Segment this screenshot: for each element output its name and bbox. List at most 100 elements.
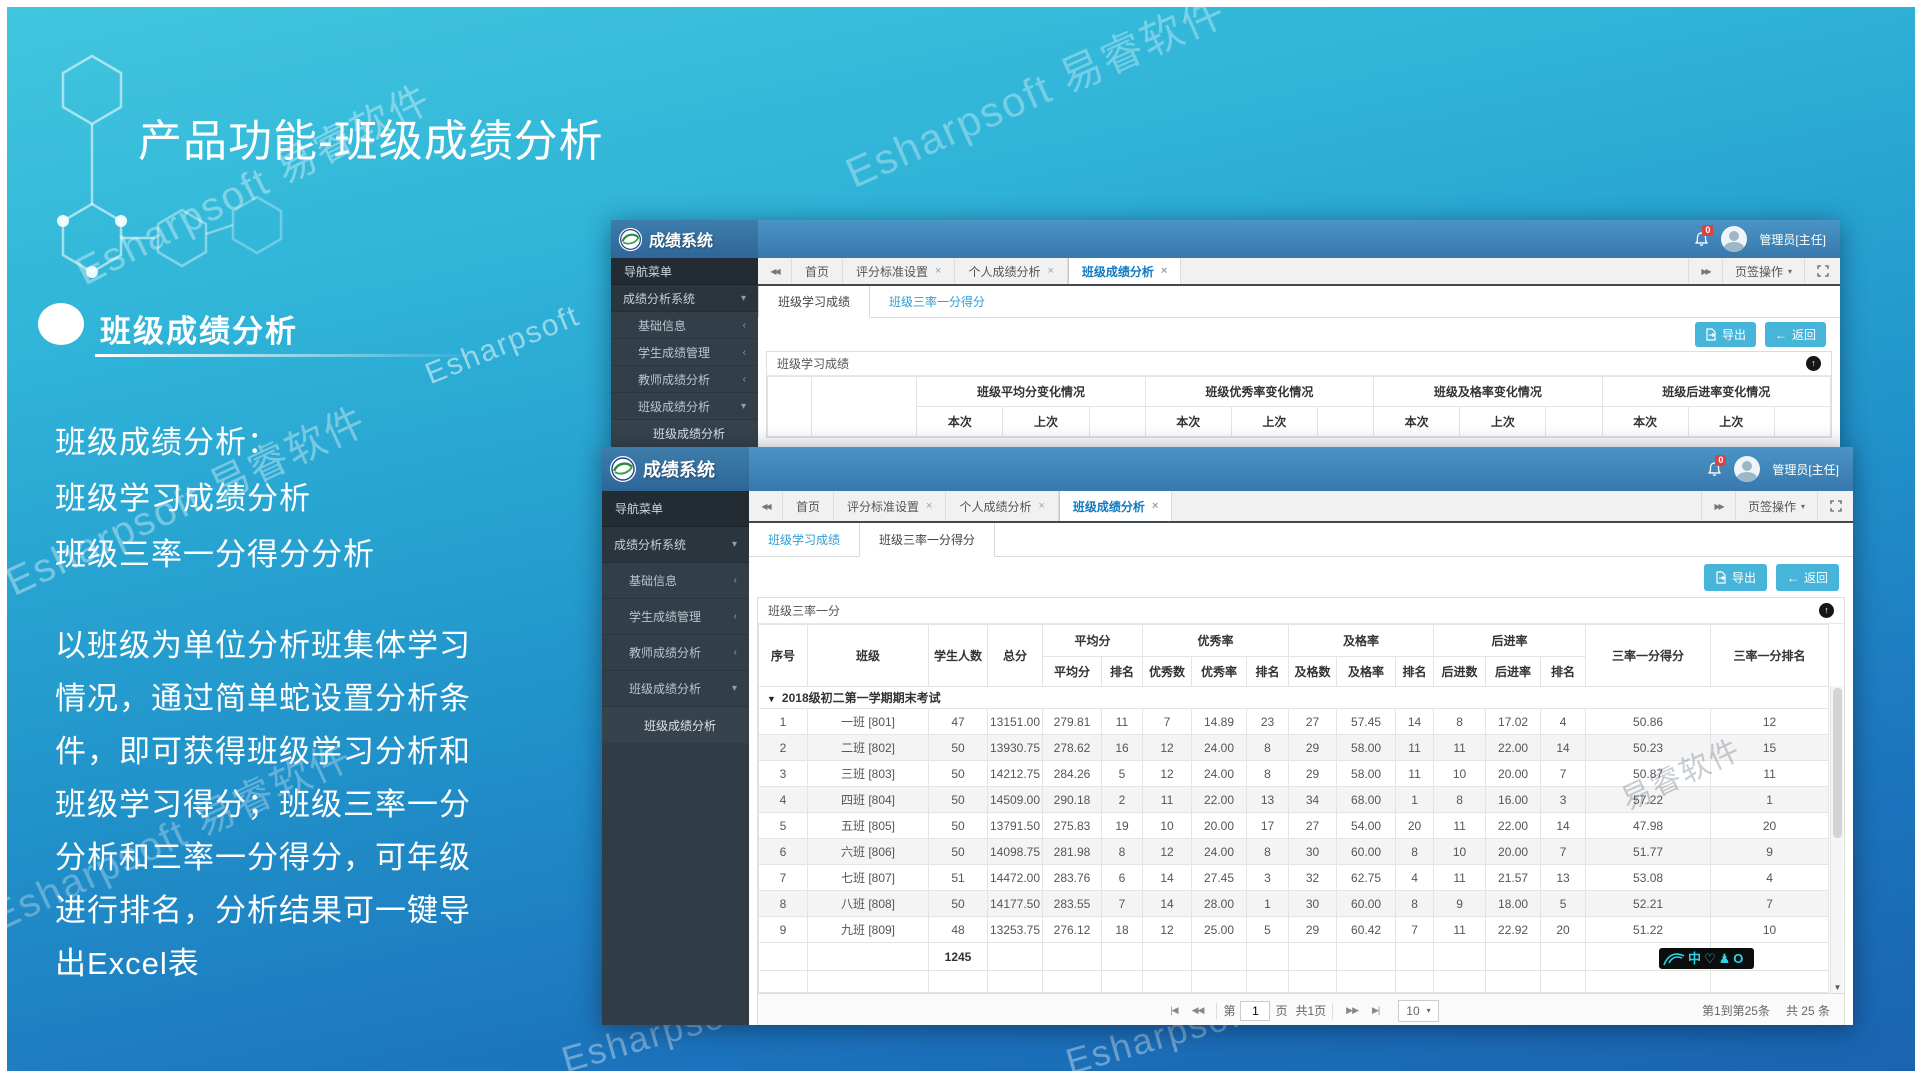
study-scores-table: 班级平均分变化情况 班级优秀率变化情况 班级及格率变化情况 班级后进率变化情况 … — [766, 376, 1832, 437]
user-name[interactable]: 管理员[主任] — [1772, 462, 1839, 477]
table-row[interactable]: 4 四班 [804] 50 14509.00 290.18 2 11 22.00 13 34 68.… — [758, 786, 1830, 813]
scrollbar-thumb[interactable] — [1833, 688, 1842, 838]
tab-personal-analysis[interactable]: 个人成绩分析 × — [946, 491, 1059, 521]
vertical-scrollbar[interactable]: ▼ — [1830, 686, 1843, 993]
tabs-scroll-right-icon[interactable]: ▶▶ — [1687, 258, 1722, 284]
user-name[interactable]: 管理员[主任] — [1759, 232, 1826, 247]
tab-personal-analysis[interactable]: 个人成绩分析 × — [955, 258, 1068, 284]
back-button[interactable]: ← 返回 — [1764, 322, 1826, 347]
collapse-panel-icon[interactable]: ↑ — [1806, 356, 1821, 371]
sidebar-item-basic-info[interactable]: 基础信息 ‹ — [602, 563, 749, 599]
tabs-scroll-left-icon[interactable]: ◀◀ — [749, 491, 783, 521]
page-next-icon[interactable]: ▶▶ — [1346, 1005, 1359, 1015]
column-header: 三率一分排名 — [1710, 624, 1830, 687]
logo-block: 成绩系统 — [611, 220, 758, 258]
table-cell: 7 — [1540, 760, 1587, 787]
table-cell: 13 — [1246, 786, 1290, 813]
export-icon — [1705, 328, 1717, 341]
close-icon[interactable]: × — [1151, 500, 1159, 512]
triangle-down-icon: ▼ — [767, 694, 776, 704]
tab-bar: ◀◀ 首页 评分标准设置 × 个人成绩分析 × 班级成绩分析 × ▶▶ 页签操作 ▾ — [758, 258, 1840, 286]
table-row[interactable]: 2 二班 [802] 50 13930.75 278.62 16 12 24.00 8 29 58.… — [758, 734, 1830, 761]
subtab-three-rate-score[interactable]: 班级三率一分得分 — [889, 295, 986, 309]
sidebar-item-teacher-analysis[interactable]: 教师成绩分析 ‹ — [611, 366, 758, 393]
record-total-label: 共 25 条 — [1785, 1004, 1830, 1018]
tab-scoring-standard[interactable]: 评分标准设置 × — [834, 491, 947, 521]
sidebar-item-teacher-analysis[interactable]: 教师成绩分析 ‹ — [602, 635, 749, 671]
close-icon[interactable]: × — [926, 500, 933, 512]
notification-bell-icon[interactable]: 0 — [1707, 454, 1727, 477]
table-row[interactable]: 9 九班 [809] 48 13253.75 276.12 18 12 25.00 5 29 60.… — [758, 916, 1830, 943]
column-header: 三率一分得分 — [1585, 624, 1712, 687]
close-icon[interactable]: × — [935, 265, 942, 277]
tab-operations-menu[interactable]: 页签操作 ▾ — [1734, 491, 1817, 521]
table-cell: 10 — [1710, 916, 1830, 943]
table-cell: 1 — [1395, 786, 1435, 813]
table-cell: 47.98 — [1585, 812, 1712, 839]
subtab-class-study-scores[interactable]: 班级学习成绩 — [758, 286, 871, 318]
feature-list-text: 班级成绩分析： 班级学习成绩分析 班级三率一分得分分析 — [55, 425, 375, 572]
notification-bell-icon[interactable]: 0 — [1694, 224, 1714, 247]
tab-home[interactable]: 首页 — [792, 258, 844, 284]
column-header: 后进率 — [1485, 656, 1542, 687]
tab-home[interactable]: 首页 — [783, 491, 835, 521]
close-icon[interactable]: × — [1038, 500, 1045, 512]
table-row[interactable]: 3 三班 [803] 50 14212.75 284.26 5 12 24.00 8 29 58.0… — [758, 760, 1830, 787]
column-header: 班级后进率变化情况 — [1601, 376, 1832, 407]
table-cell: 4 — [1540, 708, 1587, 735]
page-size-select[interactable]: 10 ▾ — [1398, 999, 1439, 1022]
page-number-input[interactable] — [1240, 1000, 1271, 1021]
table-cell: 15 — [1710, 734, 1830, 761]
table-cell: 54.00 — [1336, 812, 1397, 839]
tab-operations-menu[interactable]: 页签操作 ▾ — [1721, 258, 1804, 284]
sidebar-item-class-analysis[interactable]: 班级成绩分析 ▾ — [602, 671, 749, 707]
sidebar-subitem-class-analysis[interactable]: 班级成绩分析 — [602, 707, 749, 743]
sidebar-subitem-class-analysis[interactable]: 班级成绩分析 — [611, 420, 758, 447]
page-prev-icon[interactable]: ◀◀ — [1191, 1005, 1205, 1015]
tab-class-analysis[interactable]: 班级成绩分析 × — [1058, 491, 1173, 521]
exam-group-row[interactable]: ▼ 2018级初二第一学期期末考试 — [757, 686, 1830, 709]
table-row[interactable]: 5 五班 [805] 50 13791.50 275.83 19 10 20.00 17 27 54… — [758, 812, 1830, 839]
fullscreen-icon[interactable] — [1804, 258, 1840, 284]
table-row[interactable]: 7 七班 [807] 51 14472.00 283.76 6 14 27.45 3 32 62.7… — [758, 864, 1830, 891]
page-last-icon[interactable]: ▶| — [1372, 1005, 1380, 1015]
table-row[interactable]: 1 一班 [801] 47 13151.00 279.81 11 7 14.89 23 27 57.… — [758, 708, 1830, 735]
fullscreen-icon[interactable] — [1817, 491, 1853, 521]
export-button[interactable]: 导出 — [1703, 564, 1767, 591]
column-header: 本次 — [1373, 406, 1461, 437]
back-button[interactable]: ← 返回 — [1775, 564, 1839, 591]
table-cell: 50.23 — [1585, 734, 1712, 761]
sidebar-item-score-analysis-system[interactable]: 成绩分析系统 ▾ — [602, 527, 749, 563]
avatar[interactable] — [1721, 226, 1748, 252]
logo-block: 成绩系统 — [602, 447, 749, 491]
collapse-panel-icon[interactable]: ↑ — [1819, 603, 1834, 618]
sidebar-item-student-scores[interactable]: 学生成绩管理 ‹ — [602, 599, 749, 635]
table-cell: 2 — [758, 734, 808, 761]
toolbar: 导出 ← 返回 — [749, 557, 1853, 597]
table-cell: 9 — [1433, 890, 1487, 917]
table-cell: 8 — [1433, 786, 1487, 813]
tab-scoring-standard[interactable]: 评分标准设置 × — [843, 258, 956, 284]
subtab-three-rate-score[interactable]: 班级三率一分得分 — [859, 523, 996, 557]
sidebar-item-student-scores[interactable]: 学生成绩管理 ‹ — [611, 339, 758, 366]
tab-class-analysis[interactable]: 班级成绩分析 × — [1067, 258, 1182, 284]
avatar[interactable] — [1734, 456, 1761, 482]
table-row[interactable]: 6 六班 [806] 50 14098.75 281.98 8 12 24.00 8 30 60.0… — [758, 838, 1830, 865]
page-first-icon[interactable]: |◀ — [1170, 1005, 1178, 1015]
tabs-scroll-right-icon[interactable]: ▶▶ — [1700, 491, 1735, 521]
column-group-header: 平均分 — [1041, 624, 1144, 657]
table-cell: 三班 [803] — [807, 760, 929, 787]
close-icon[interactable]: × — [1160, 265, 1168, 277]
sidebar-item-basic-info[interactable]: 基础信息 ‹ — [611, 312, 758, 339]
sidebar-item-score-analysis-system[interactable]: 成绩分析系统 ▾ — [611, 285, 758, 312]
subtab-class-study-scores[interactable]: 班级学习成绩 — [768, 533, 841, 547]
sidebar-item-class-analysis[interactable]: 班级成绩分析 ▾ — [611, 393, 758, 420]
table-row[interactable]: 8 八班 [808] 50 14177.50 283.55 7 14 28.00 1 30 60.0… — [758, 890, 1830, 917]
close-icon[interactable]: × — [1047, 265, 1054, 277]
column-header: 班级 — [807, 624, 929, 687]
table-cell: 12 — [1142, 916, 1193, 943]
tabs-scroll-left-icon[interactable]: ◀◀ — [758, 258, 792, 284]
export-button[interactable]: 导出 — [1694, 322, 1756, 347]
table-cell: 47 — [928, 708, 988, 735]
scrollbar-down-icon[interactable]: ▼ — [1833, 983, 1842, 992]
